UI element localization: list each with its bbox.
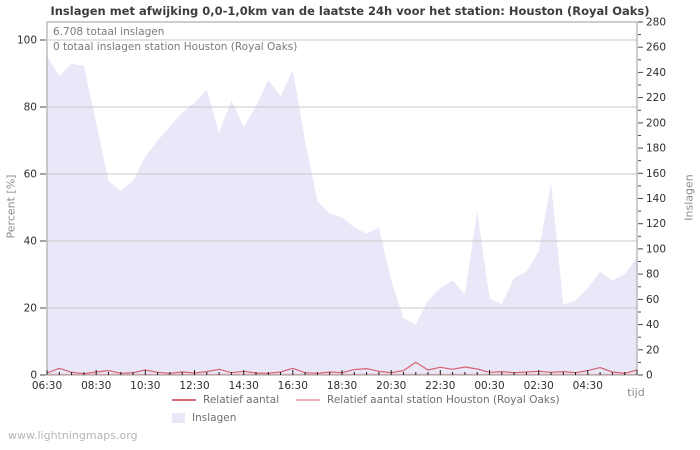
left-axis-title: Percent [%] (4, 174, 18, 239)
area-series-group (47, 56, 637, 375)
y-right-tick-label: 180 (646, 143, 666, 155)
y-left-tick-label: 20 (24, 303, 37, 315)
legend-swatch-station (296, 399, 320, 401)
y-right-tick-label: 280 (646, 17, 666, 29)
x-tick-label: 18:30 (327, 380, 357, 392)
x-axis-title: tijd (627, 386, 645, 399)
x-tick-label: 06:30 (32, 380, 62, 392)
legend: Relatief aantal Relatief aantal station … (0, 392, 700, 436)
legend-label-station: Relatief aantal station Houston (Royal O… (327, 394, 560, 406)
y-left-tick-label: 40 (24, 236, 37, 248)
right-axis-title: Inslagen (682, 174, 696, 221)
axis-ticks-group (40, 21, 643, 376)
y-right-tick-label: 260 (646, 42, 666, 54)
y-right-tick-label: 240 (646, 67, 666, 79)
x-tick-label: 14:30 (229, 380, 259, 392)
y-left-tick-label: 0 (30, 370, 37, 382)
y-right-tick-label: 100 (646, 243, 666, 255)
annotation-station-total: 0 totaal inslagen station Houston (Royal… (53, 41, 298, 53)
y-right-tick-label: 220 (646, 92, 666, 104)
y-right-tick-label: 120 (646, 218, 666, 230)
legend-swatch-relatief-aantal (172, 399, 196, 401)
gridlines-group (47, 39, 637, 309)
y-right-tick-label: 140 (646, 193, 666, 205)
legend-label-relatief-aantal: Relatief aantal (203, 394, 280, 406)
y-right-tick-label: 200 (646, 117, 666, 129)
legend-item-station: Relatief aantal station Houston (Royal O… (296, 393, 560, 407)
y-right-tick-label: 0 (646, 370, 653, 382)
x-tick-label: 22:30 (425, 380, 455, 392)
y-left-tick-label: 60 (24, 169, 37, 181)
y-right-tick-label: 160 (646, 168, 666, 180)
y-right-tick-label: 40 (646, 319, 659, 331)
x-tick-label: 16:30 (278, 380, 308, 392)
legend-swatch-inslagen (172, 413, 185, 423)
x-tick-label: 12:30 (179, 380, 209, 392)
annotation-total-strikes: 6.708 totaal inslagen (53, 26, 165, 38)
x-tick-label: 04:30 (573, 380, 603, 392)
y-right-tick-label: 80 (646, 269, 659, 281)
legend-label-inslagen: Inslagen (192, 412, 237, 424)
y-left-tick-label: 80 (24, 102, 37, 114)
x-tick-label: 20:30 (376, 380, 406, 392)
chart-title: Inslagen met afwijking 0,0-1,0km van de … (50, 4, 650, 18)
y-right-tick-label: 60 (646, 294, 659, 306)
inslagen-area (47, 56, 637, 375)
watermark: www.lightningmaps.org (8, 429, 138, 442)
x-tick-label: 02:30 (524, 380, 554, 392)
x-tick-label: 08:30 (81, 380, 111, 392)
x-tick-label: 10:30 (130, 380, 160, 392)
legend-item-inslagen: Inslagen (172, 411, 236, 425)
axis-tick-labels-group: 06:30 08:30 10:30 12:30 14:30 16:30 18:30 20:30… (17, 17, 666, 393)
legend-item-relatief-aantal: Relatief aantal (172, 393, 279, 407)
x-tick-label: 00:30 (474, 380, 504, 392)
y-left-tick-label: 100 (17, 35, 37, 47)
y-right-tick-label: 20 (646, 344, 659, 356)
